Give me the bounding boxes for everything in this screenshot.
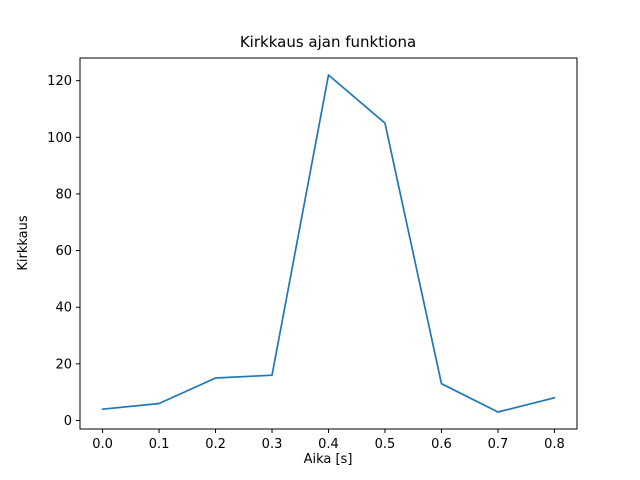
y-tick-label: 0 [64, 414, 72, 429]
x-tick-label: 0.4 [318, 437, 339, 452]
x-tick-label: 0.5 [375, 437, 396, 452]
x-axis-label: Aika [s] [304, 452, 353, 467]
y-tick-label: 20 [55, 357, 72, 372]
y-tick-label: 120 [47, 74, 72, 89]
y-tick-label: 60 [55, 244, 72, 259]
chart-title: Kirkkaus ajan funktiona [240, 33, 416, 51]
y-tick-label: 80 [55, 187, 72, 202]
plot-layer: 0.0 0.1 0.2 0.3 0.4 0.5 0.6 0.7 0.8 0 20 40 60 80 100 1… [47, 74, 565, 452]
y-tick-label: 40 [55, 301, 72, 316]
x-tick-label: 0.3 [262, 437, 283, 452]
x-tick-label: 0.2 [205, 437, 226, 452]
data-line [101, 74, 556, 413]
x-tick-label: 0.0 [92, 437, 113, 452]
x-tick-label: 0.1 [149, 437, 170, 452]
axes-frame [79, 57, 578, 430]
x-tick-label: 0.8 [544, 437, 565, 452]
x-tick-label: 0.7 [488, 437, 509, 452]
x-tick-label: 0.6 [431, 437, 452, 452]
y-axis-label: Kirkkaus [16, 215, 31, 271]
y-tick-label: 100 [47, 131, 72, 146]
